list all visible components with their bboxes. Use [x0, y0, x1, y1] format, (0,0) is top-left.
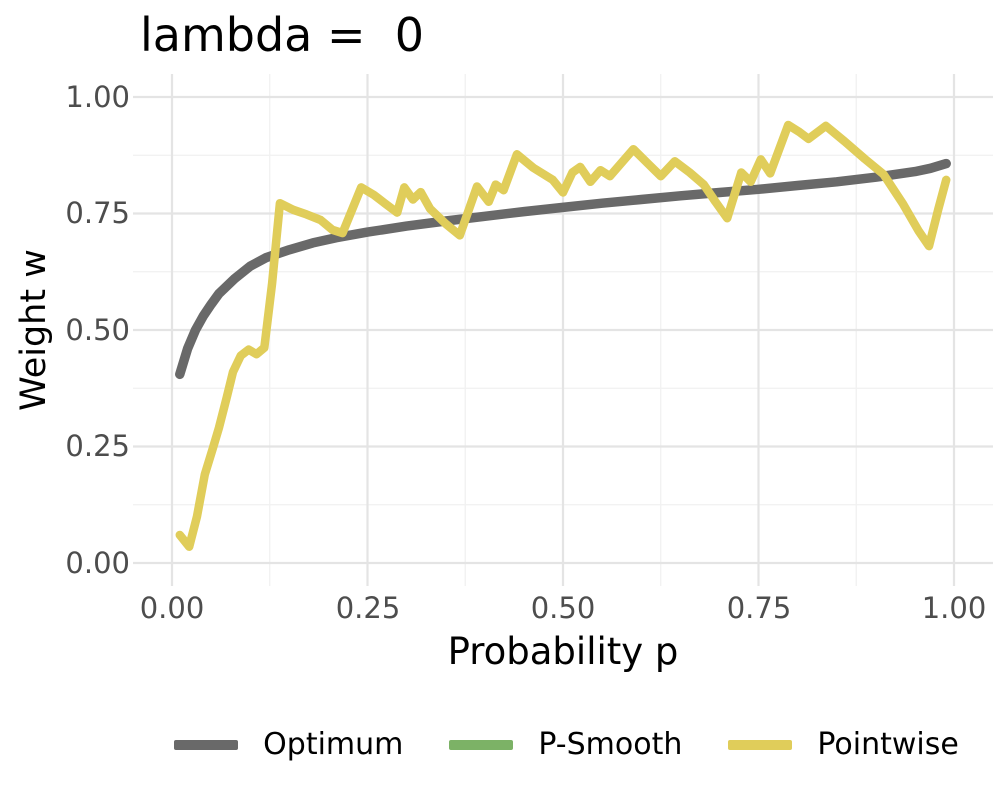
legend: Optimum P-Smooth Pointwise	[140, 724, 993, 766]
psmooth-line-swatch	[449, 740, 514, 750]
pointwise-line	[175, 120, 951, 551]
legend-item-psmooth: P-Smooth	[449, 727, 682, 763]
legend-item-pointwise: Pointwise	[728, 727, 959, 763]
y-tick-label: 0.00	[65, 546, 130, 580]
x-tick-label: 1.00	[921, 591, 987, 625]
chart-title: lambda = 0	[140, 8, 425, 62]
legend-label: P-Smooth	[538, 727, 683, 762]
legend-label: Optimum	[263, 727, 404, 762]
optimum-line-swatch	[174, 740, 239, 750]
legend-item-optimum: Optimum	[174, 727, 403, 763]
x-tick-label: 0.50	[530, 591, 596, 625]
y-tick-label: 0.25	[65, 429, 130, 463]
y-tick-label: 0.75	[65, 196, 130, 230]
y-tick-label: 1.00	[65, 80, 130, 114]
x-tick-label: 0.00	[139, 591, 205, 625]
x-axis-label: Probability p	[447, 630, 679, 673]
legend-label: Pointwise	[817, 727, 959, 762]
pointwise-line-swatch	[728, 740, 793, 750]
x-tick-label: 0.75	[726, 591, 792, 625]
y-axis-label: Weight w	[14, 249, 54, 411]
x-tick-label: 0.25	[335, 591, 401, 625]
y-tick-label: 0.50	[65, 313, 130, 347]
